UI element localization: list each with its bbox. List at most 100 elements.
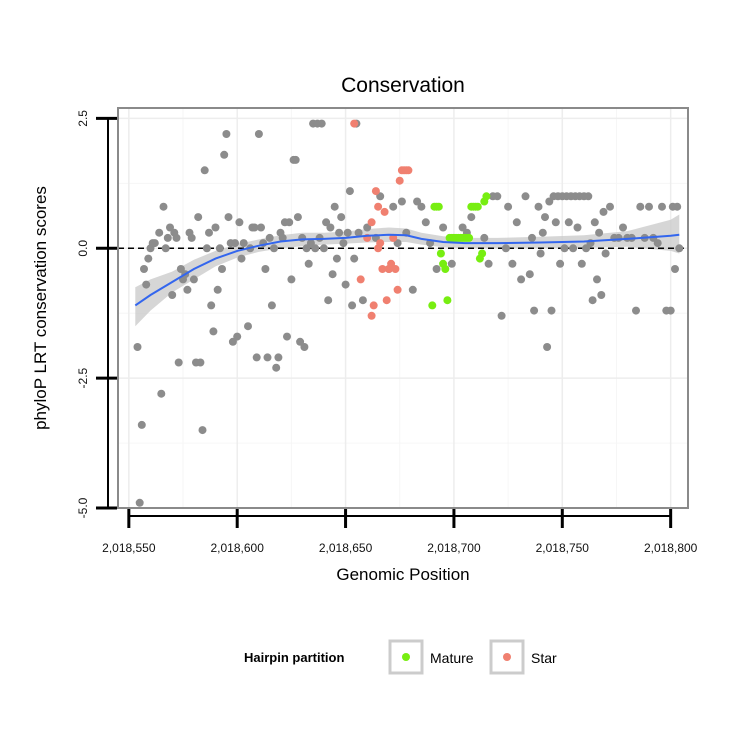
data-point-other <box>673 202 682 211</box>
data-point-other <box>560 244 569 253</box>
y-tick-label: -5.0 <box>76 497 90 518</box>
data-point-other <box>155 228 164 237</box>
data-point-other <box>666 306 675 315</box>
data-point-other <box>350 254 359 263</box>
data-point-other <box>319 244 328 253</box>
data-point-other <box>584 192 593 201</box>
data-point-other <box>239 239 248 248</box>
data-point-other <box>150 239 159 248</box>
y-axis-title: phyloP LRT conservation scores <box>31 186 50 430</box>
data-point-star <box>391 265 400 273</box>
data-point-other <box>389 202 398 211</box>
data-point-mature <box>443 296 452 305</box>
x-tick-label: 2,018,750 <box>536 541 590 555</box>
y-tick-label: 2.5 <box>76 110 90 127</box>
data-point-other <box>525 270 534 279</box>
data-point-other <box>543 343 552 351</box>
data-point-other <box>168 291 177 299</box>
data-point-star <box>350 119 359 128</box>
data-point-other <box>517 275 526 284</box>
data-point-mature <box>434 202 443 211</box>
data-point-other <box>159 202 168 211</box>
data-point-other <box>530 306 539 315</box>
data-point-other <box>497 311 506 320</box>
data-point-other <box>432 265 441 273</box>
data-point-other <box>135 498 144 507</box>
data-point-other <box>183 285 192 294</box>
legend-entry-star: Star <box>489 639 557 675</box>
data-point-other <box>283 332 291 341</box>
data-point-other <box>254 130 263 138</box>
data-point-other <box>484 259 493 268</box>
data-point-other <box>265 233 274 242</box>
data-point-other <box>215 244 224 253</box>
legend-symbol-mature <box>402 653 410 661</box>
legend-label-mature: Mature <box>430 650 474 666</box>
data-point-other <box>244 322 252 331</box>
data-point-other <box>263 353 272 362</box>
data-point-other <box>341 280 350 289</box>
data-point-other <box>291 155 300 164</box>
data-point-other <box>582 244 591 253</box>
data-point-star <box>380 207 389 216</box>
data-point-star <box>382 296 391 305</box>
x-tick-label: 2,018,700 <box>427 541 481 555</box>
data-point-other <box>205 228 213 237</box>
data-point-star <box>367 311 376 320</box>
data-point-other <box>534 202 543 211</box>
data-point-other <box>421 218 430 227</box>
data-point-other <box>235 218 244 227</box>
data-point-mature <box>428 301 437 310</box>
data-point-star <box>356 275 365 284</box>
data-point-other <box>267 301 276 310</box>
data-point-other <box>339 239 348 248</box>
data-point-other <box>187 233 196 242</box>
data-point-other <box>315 233 324 242</box>
data-point-other <box>348 301 357 310</box>
data-point-other <box>278 233 287 242</box>
data-point-other <box>311 244 320 253</box>
data-point-other <box>593 275 601 284</box>
data-point-star <box>374 244 383 253</box>
data-point-other <box>408 285 417 294</box>
smooth-trend-line <box>134 233 680 307</box>
data-point-other <box>636 202 645 211</box>
data-point-other <box>157 389 166 398</box>
x-tick-label: 2,018,650 <box>319 541 373 555</box>
data-point-other <box>658 202 666 211</box>
data-point-other <box>521 192 530 201</box>
y-tick-label: -2.5 <box>76 367 90 388</box>
data-point-other <box>272 363 281 372</box>
data-point-other <box>137 420 146 429</box>
data-point-other <box>480 233 489 242</box>
data-point-other <box>564 218 573 227</box>
data-point-other <box>614 233 623 242</box>
data-point-other <box>588 296 597 305</box>
data-point-other <box>337 213 346 222</box>
data-point-other <box>573 223 582 232</box>
data-point-star <box>378 265 387 273</box>
data-point-other <box>211 223 220 232</box>
legend-title: Hairpin partition <box>244 650 344 665</box>
data-point-star <box>393 285 402 294</box>
data-point-other <box>354 228 363 237</box>
x-tick-label: 2,018,800 <box>644 541 698 555</box>
data-point-other <box>328 270 337 279</box>
data-point-other <box>528 233 536 242</box>
x-tick-label: 2,018,550 <box>102 541 156 555</box>
data-point-star <box>369 301 378 310</box>
data-point-other <box>233 332 242 341</box>
y-tick-label: 0.0 <box>76 240 90 257</box>
data-point-other <box>671 265 679 273</box>
data-point-other <box>196 358 205 367</box>
data-point-other <box>343 228 352 237</box>
data-point-other <box>601 249 610 258</box>
x-axis-title: Genomic Position <box>336 565 469 584</box>
data-point-other <box>590 218 599 227</box>
data-point-star <box>395 176 404 185</box>
data-point-other <box>606 202 614 211</box>
legend-entry-mature: Mature <box>388 639 474 675</box>
data-point-other <box>304 259 313 268</box>
data-point-other <box>298 233 307 242</box>
